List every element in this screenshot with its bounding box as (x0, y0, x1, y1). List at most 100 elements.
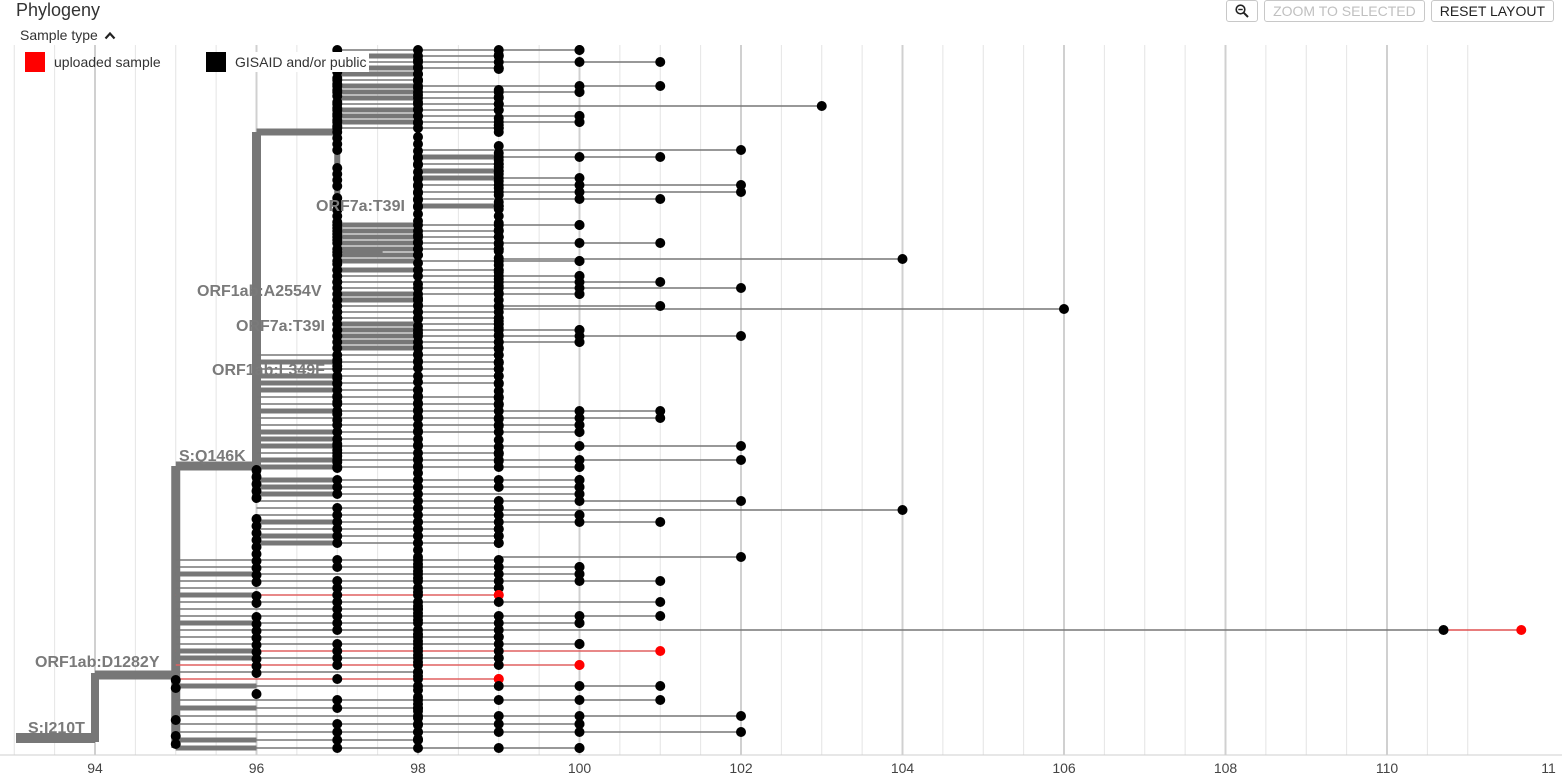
mutation-label: ORF1ab:A2554V (197, 283, 322, 300)
public-sample-node (413, 405, 423, 415)
public-sample-node (493, 253, 504, 263)
public-sample-node (736, 187, 746, 197)
public-sample-node (332, 463, 343, 473)
public-sample-node (332, 590, 343, 600)
legend-item-uploaded[interactable]: uploaded sample (25, 52, 161, 72)
public-sample-node (493, 510, 504, 520)
public-sample-node (413, 377, 423, 387)
public-sample-node (493, 421, 504, 431)
axis-tick-label: 11 (1541, 760, 1556, 775)
public-sample-node (332, 538, 343, 548)
public-sample-node (251, 563, 262, 573)
public-sample-node (574, 489, 585, 499)
public-sample-node (413, 181, 423, 191)
public-sample-node (493, 246, 504, 256)
public-sample-node (413, 566, 423, 576)
public-sample-node (493, 538, 504, 548)
public-sample-node (332, 489, 343, 499)
public-sample-node (332, 427, 343, 437)
public-sample-node (332, 277, 343, 287)
public-sample-node (170, 739, 181, 749)
public-sample-node (413, 657, 423, 667)
public-sample-node (413, 146, 423, 156)
public-sample-node (332, 361, 343, 371)
public-sample-node (413, 104, 423, 114)
public-sample-node (493, 316, 504, 326)
public-sample-node (574, 455, 585, 465)
public-sample-node (413, 76, 423, 86)
uploaded-sample-node (493, 590, 504, 600)
public-sample-node (413, 307, 423, 317)
public-sample-node (493, 456, 504, 466)
public-sample-node (655, 413, 666, 423)
public-sample-node (574, 681, 585, 691)
public-sample-node (413, 62, 423, 72)
public-sample-node (493, 155, 504, 165)
public-sample-node (655, 301, 666, 311)
public-sample-node (1059, 304, 1069, 314)
public-sample-node (655, 57, 666, 67)
chevron-up-icon (104, 31, 116, 39)
public-sample-node (736, 496, 746, 506)
public-sample-node (493, 50, 504, 60)
public-sample-node (413, 545, 423, 555)
public-sample-node (413, 475, 423, 485)
public-sample-node (493, 260, 504, 270)
zoom-to-selected-button[interactable]: ZOOM TO SELECTED (1264, 0, 1425, 22)
public-sample-node (332, 625, 343, 635)
zoom-out-button[interactable] (1226, 0, 1259, 22)
mutation-label: ORF1ab:D1282Y (35, 654, 160, 671)
public-sample-node (251, 640, 262, 650)
public-sample-node (736, 331, 746, 341)
public-sample-node (574, 475, 585, 485)
public-sample-node (251, 619, 262, 629)
public-sample-node (736, 711, 746, 721)
public-sample-node (332, 475, 343, 485)
public-sample-node (413, 258, 423, 268)
axis-tick-label: 110 (1376, 760, 1399, 775)
axis-grid (13, 45, 1469, 755)
public-sample-node (413, 398, 423, 408)
tree-branches (16, 49, 1525, 751)
public-sample-node (251, 556, 262, 566)
public-sample-node (574, 187, 585, 197)
public-sample-node (413, 629, 423, 639)
public-sample-node (493, 225, 504, 235)
public-sample-node (736, 283, 746, 293)
public-sample-node (493, 562, 504, 572)
public-sample-node (413, 734, 423, 744)
sample-type-toggle[interactable]: Sample type (20, 27, 116, 43)
public-sample-node (413, 699, 423, 709)
public-sample-node (251, 486, 262, 496)
axis-tick-label: 102 (729, 760, 753, 775)
public-sample-node (493, 218, 504, 228)
public-sample-node (574, 406, 585, 416)
public-sample-node (413, 650, 423, 660)
public-sample-node (574, 711, 585, 721)
public-sample-node (493, 371, 504, 381)
reset-layout-button[interactable]: RESET LAYOUT (1430, 0, 1554, 22)
sample-type-label: Sample type (20, 27, 98, 43)
public-sample-node (493, 337, 504, 347)
public-sample-node (413, 440, 423, 450)
public-sample-node (332, 397, 343, 407)
public-sample-node (332, 555, 343, 565)
public-sample-node (332, 247, 343, 257)
public-sample-node (413, 83, 423, 93)
public-sample-node (413, 538, 423, 548)
public-sample-node (251, 591, 262, 601)
public-sample-node (574, 510, 585, 520)
public-sample-node (493, 176, 504, 186)
public-sample-node (413, 685, 423, 695)
public-sample-node (574, 173, 585, 183)
public-sample-node (493, 639, 504, 649)
public-sample-node (574, 180, 585, 190)
public-sample-node (251, 465, 262, 475)
public-sample-node (655, 238, 666, 248)
public-sample-node (574, 427, 585, 437)
legend-item-public[interactable]: GISAID and/or public (206, 52, 369, 72)
public-sample-node (493, 632, 504, 642)
legend-label-uploaded: uploaded sample (54, 54, 161, 70)
public-sample-node (574, 576, 585, 586)
